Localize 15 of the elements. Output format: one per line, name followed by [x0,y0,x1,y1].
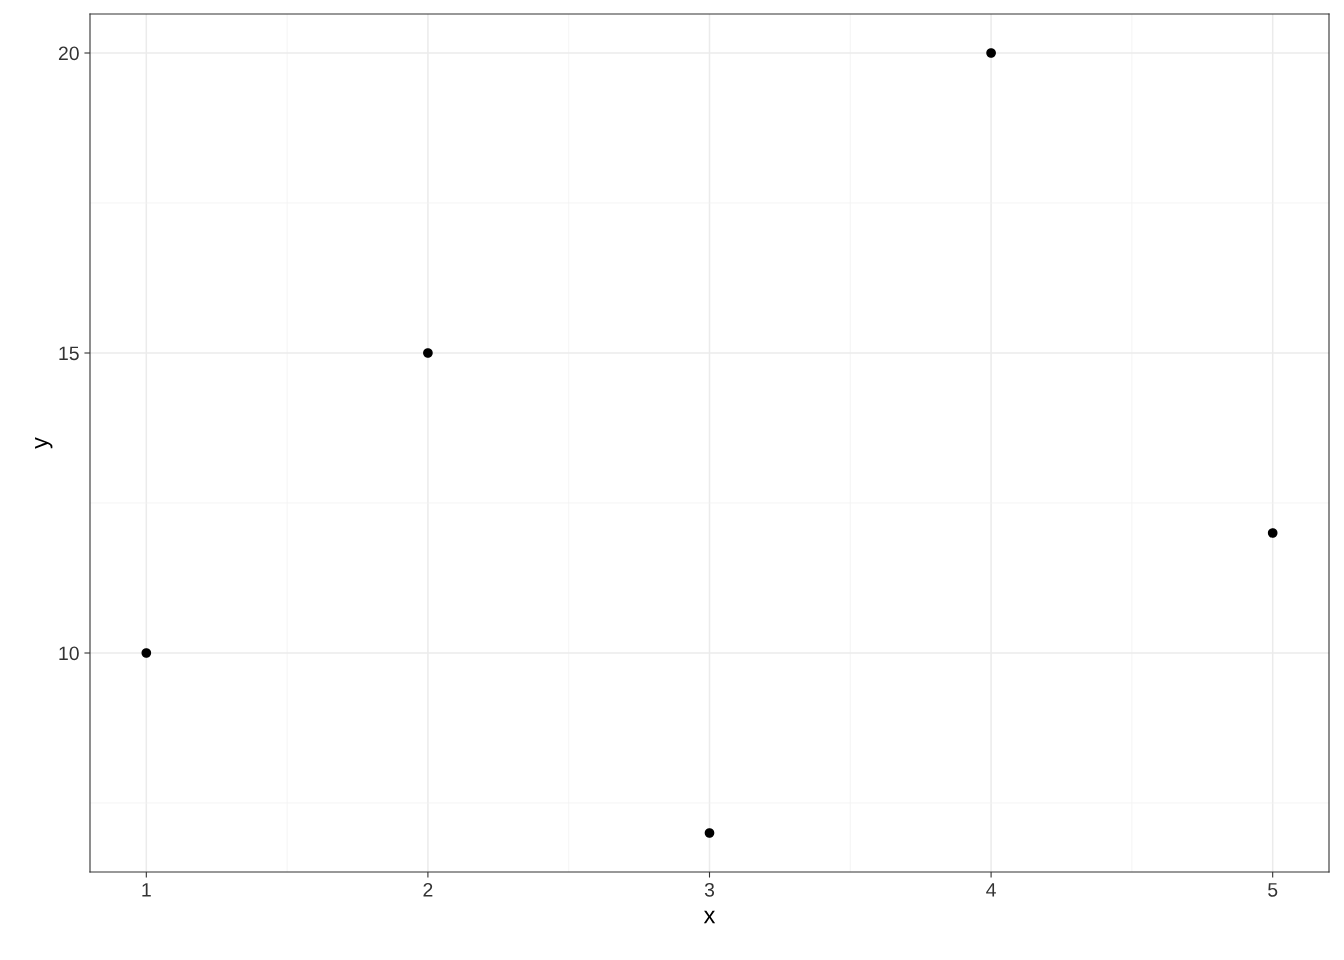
x-tick-label: 2 [423,882,433,897]
x-tick-label: 1 [142,883,151,897]
x-tick-label: 5 [1268,883,1278,897]
point [141,648,152,658]
y-tick-label: 10 [59,646,79,661]
point [423,348,433,358]
point [986,48,996,58]
y-axis-title: y [35,437,53,449]
point [704,828,715,838]
y-tick-label: 20 [58,46,79,61]
point [1267,528,1278,538]
x-tick-label: 4 [986,883,996,897]
y-tick-label: 15 [59,346,79,361]
x-tick-label: 3 [704,882,715,897]
x-axis-title: x [703,910,716,924]
